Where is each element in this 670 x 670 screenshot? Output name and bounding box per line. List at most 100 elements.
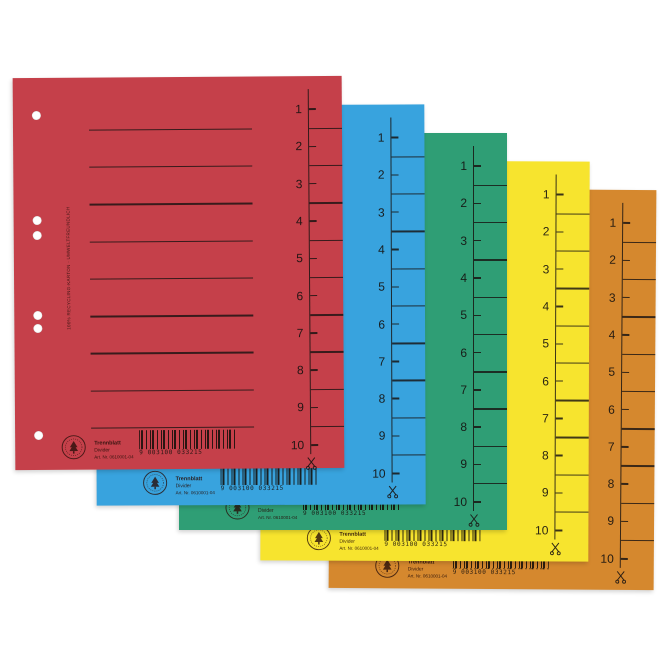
tab-tick [622,296,630,299]
tab-section-line [391,230,425,233]
tab-section-line [474,259,507,261]
barcode-bars [220,465,317,486]
tab-section-line [622,316,656,318]
side-note: 100% RECYCLING-KARTON · UMWELTFREUNDLICH [65,206,72,330]
tab-number-3: 3 [608,290,616,305]
tab-tick [621,520,629,523]
tab-number-2: 2 [609,253,616,268]
product-imprint: Trennblatt Divider Art. Nr. 0610001-04 9… [143,457,396,500]
tab-number-1: 1 [377,130,385,145]
writing-line [90,314,254,318]
tab-tick [392,435,400,437]
tab-section-line [622,278,656,281]
tab-tick [474,239,481,242]
tab-number-2: 2 [542,224,550,239]
tab-tick [392,397,400,400]
recycling-seal-icon [143,470,168,495]
tab-number-9: 9 [460,457,467,472]
writing-line [89,165,253,168]
writing-line [90,389,254,392]
punch-hole [32,215,42,226]
tab-tick [555,454,563,457]
tab-number-5: 5 [296,251,303,266]
tab-tick [474,501,481,503]
tab-tick [310,406,318,409]
tab-ruler-line [619,202,624,568]
tab-tick [474,277,481,279]
tab-section-line [623,241,657,244]
tab-section-line [310,351,344,353]
barcode: 9 003100 033215 [220,465,317,492]
tab-section-line [309,239,343,242]
tab-number-7: 7 [542,411,549,426]
tab-tick [391,136,399,139]
tab-tick [556,231,564,233]
tab-number-1: 1 [609,215,617,230]
tab-tick [556,305,564,308]
tab-tick [474,165,481,167]
writing-lines [13,76,342,430]
barcode-digits: 9 003100 033215 [303,510,367,517]
tab-tick [391,248,399,251]
tab-number-4: 4 [378,242,385,257]
tab-number-7: 7 [378,354,386,369]
tab-number-3: 3 [377,205,385,220]
tab-section-line [474,483,507,485]
tab-section-line [309,202,343,204]
punch-hole [33,310,43,321]
tab-number-5: 5 [608,364,616,380]
tab-number-4: 4 [542,299,550,314]
product-name-en: Divider [258,508,274,515]
tab-number-6: 6 [296,288,304,303]
tab-number-8: 8 [541,448,549,463]
product-imprint: Trennblatt Divider Art. Nr. 0610001-04 9… [61,420,314,464]
tab-section-line [392,305,426,307]
tab-ruler: 1 2 3 4 5 6 7 8 9 10 [262,160,590,556]
tab-number-8: 8 [378,391,386,406]
barcode-digits: 9 003100 033215 [139,448,203,457]
scissors-icon [615,571,627,584]
tab-tick [474,314,481,316]
tab-section-line [308,127,342,130]
tab-number-6: 6 [542,373,549,388]
tab-section-line [310,313,344,316]
tab-ruler: 1 2 3 4 5 6 7 8 9 10 [331,188,657,584]
tab-number-8: 8 [460,420,467,435]
article-number: Art. Nr. 0610001-04 [339,545,379,551]
tab-tick [556,193,564,196]
punch-hole [34,430,44,441]
tab-number-7: 7 [607,439,615,454]
tab-tick [621,445,629,448]
tab-section-line [311,425,345,428]
tab-number-3: 3 [542,262,550,277]
punch-holes [13,76,342,441]
article-number: Art. Nr. 0610001-04 [407,573,447,579]
tab-ruler-line [472,146,474,511]
divider-sheet-blue: 100% RECYCLING-KARTON · UMWELTFREUNDLICH… [95,104,426,506]
tab-number-4: 4 [295,214,303,229]
scissors-icon [468,514,480,527]
tab-tick [474,351,481,354]
tab-number-2: 2 [295,139,303,154]
tab-section-line [555,399,589,402]
tab-number-5: 5 [542,336,550,351]
tab-tick [555,492,563,494]
tab-tick [309,182,317,185]
writing-line [89,202,253,206]
tab-tick [555,380,563,382]
tab-section-line [474,333,507,336]
tab-section-line [391,267,425,270]
tab-tick [474,463,481,466]
tab-section-line [310,388,344,391]
punch-hole [31,110,41,121]
tab-ruler-line [307,89,312,455]
tab-section-line [392,417,426,419]
tab-tick [474,202,481,205]
tab-section-line [474,408,507,410]
tab-section-line [392,342,426,345]
scissors-icon [306,457,317,470]
tab-tick [391,211,399,213]
tab-number-6: 6 [460,345,467,360]
tab-section-line [556,325,590,327]
tab-section-line [474,371,507,373]
